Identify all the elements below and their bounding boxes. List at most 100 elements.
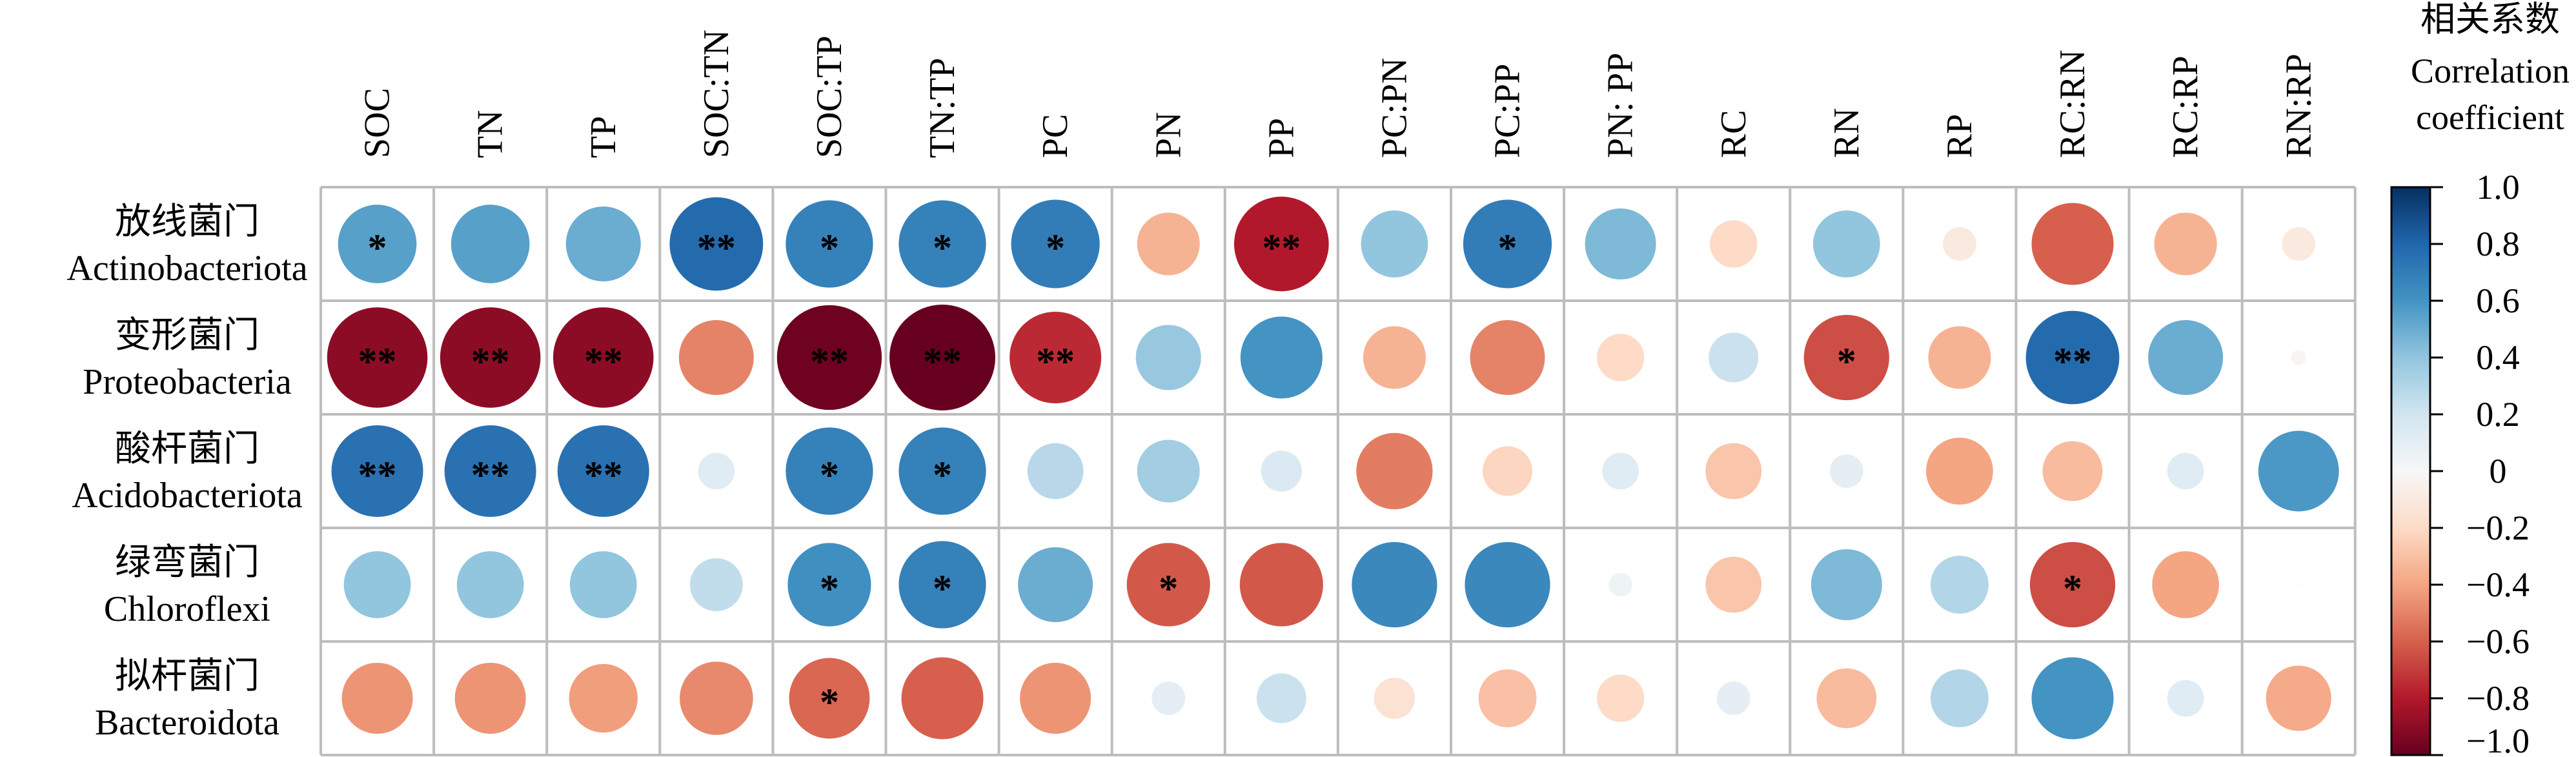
cell-circle: [1709, 332, 1759, 383]
cell-circle: [1374, 678, 1415, 719]
significance-mark: **: [358, 340, 397, 383]
column-label: RC:RN: [2053, 50, 2093, 158]
column-label: PP: [1261, 118, 1301, 158]
cell-circle: [1803, 314, 1889, 401]
cell-circle: [1810, 549, 1882, 621]
cell-circle: [1816, 668, 1877, 729]
legend-tick-label: 1.0: [2476, 168, 2520, 207]
row-label-en: Proteobacteria: [83, 362, 292, 402]
column-label: RN: [1827, 108, 1867, 158]
significance-mark: **: [584, 340, 623, 383]
cell-circle: [1710, 220, 1758, 268]
cell-circle: [1352, 541, 1437, 628]
cell-circle: [1465, 541, 1550, 628]
significance-mark: *: [1498, 227, 1517, 269]
column-label: SOC:TP: [809, 35, 849, 158]
legend-title-zh: 相关系数: [2420, 0, 2560, 39]
heatmap-grid: [319, 186, 2357, 756]
legend-tick-label: −0.4: [2466, 565, 2530, 604]
cell-circle: [1135, 325, 1201, 390]
column-label: SOC:TN: [696, 30, 736, 158]
legend-tick-label: 0.4: [2476, 338, 2520, 377]
cell-circle: [1151, 681, 1186, 715]
cell-circle: [343, 551, 411, 618]
cell-circle: [1943, 227, 1976, 261]
cell-circle: [1596, 674, 1645, 722]
significance-mark: *: [933, 567, 952, 610]
cell-circle: [1470, 320, 1545, 395]
cell-circle: [901, 657, 984, 740]
cell-circle: [1027, 443, 1084, 500]
significance-mark: **: [2053, 340, 2092, 383]
column-label: PC:PN: [1374, 57, 1414, 158]
column-label: RN:RP: [2278, 54, 2318, 158]
cell-circle: [2167, 680, 2204, 717]
cell-circle: [1261, 450, 1303, 492]
cell-circle: [1812, 210, 1880, 278]
column-label: PC:PP: [1488, 64, 1528, 158]
cell-circle: [898, 541, 986, 629]
significance-mark: **: [1036, 340, 1075, 383]
significance-mark: **: [471, 454, 510, 496]
significance-mark: *: [933, 227, 952, 269]
column-label: PN: [1148, 112, 1188, 158]
cell-circle: [898, 427, 986, 515]
cell-circle: [1463, 199, 1552, 288]
cell-circle: [786, 427, 873, 515]
legend-tick-label: 0.6: [2476, 281, 2520, 320]
significance-mark: **: [1262, 227, 1301, 269]
cell-circle: [331, 425, 423, 518]
cell-circle: [565, 207, 641, 281]
cell-circle: [2154, 212, 2217, 276]
significance-mark: *: [1159, 567, 1178, 610]
significance-mark: *: [933, 454, 952, 496]
cell-circle: [1602, 452, 1639, 490]
legend-tick-label: 0: [2490, 452, 2507, 490]
column-label: RC:RP: [2165, 56, 2206, 158]
legend-title-en-2: coefficient: [2416, 98, 2564, 137]
cell-circle: [1126, 543, 1210, 627]
significance-mark: *: [820, 567, 839, 610]
cell-circle: [669, 197, 764, 291]
cell-circle: [1361, 210, 1428, 278]
significance-mark: **: [471, 340, 510, 383]
cell-circle: [2031, 203, 2114, 285]
cell-circle: [2031, 657, 2114, 740]
column-label: TP: [583, 116, 624, 158]
cell-circle: [2167, 452, 2204, 490]
cell-circle: [569, 663, 638, 733]
cell-circle: [689, 558, 743, 611]
row-label-zh: 拟杆菌门: [115, 656, 259, 696]
heatmap-circles: [327, 196, 2339, 740]
cell-circle: [569, 551, 637, 618]
row-label-zh: 绿弯菌门: [115, 543, 259, 583]
cell-circle: [1009, 311, 1102, 404]
cell-circle: [1137, 439, 1200, 503]
column-label: PC: [1035, 114, 1075, 159]
column-label: SOC: [358, 88, 398, 158]
cell-circle: [1705, 443, 1762, 500]
cell-circle: [1239, 543, 1323, 627]
significance-mark: *: [1046, 227, 1065, 269]
cell-circle: [1829, 454, 1863, 488]
significance-mark: *: [820, 454, 839, 496]
cell-circle: [1020, 662, 1091, 734]
significance-mark: *: [368, 227, 387, 269]
cell-circle: [444, 425, 536, 518]
column-labels: SOC TN TP SOC:TN SOC:TP TN:TP PC PN PP PC:PN PC:PP…: [358, 30, 2319, 158]
cell-circle: [2152, 551, 2220, 618]
column-label: RP: [1940, 114, 1980, 159]
cell-circle: [2042, 441, 2103, 501]
cell-circle: [1363, 326, 1426, 389]
row-labels: 放线菌门 Actinobacteriota 变形菌门 Proteobacteria 酸杆…: [66, 202, 307, 743]
significance-mark: *: [820, 681, 839, 723]
cell-circle: [454, 662, 526, 734]
cell-circle: [1705, 556, 1762, 613]
cell-circle: [1716, 681, 1750, 715]
legend-tick-label: −1.0: [2466, 722, 2530, 757]
cell-circle: [786, 200, 873, 288]
cell-circle: [338, 205, 417, 283]
legend-tick-label: −0.6: [2466, 622, 2530, 661]
significance-mark: *: [2063, 567, 2082, 610]
